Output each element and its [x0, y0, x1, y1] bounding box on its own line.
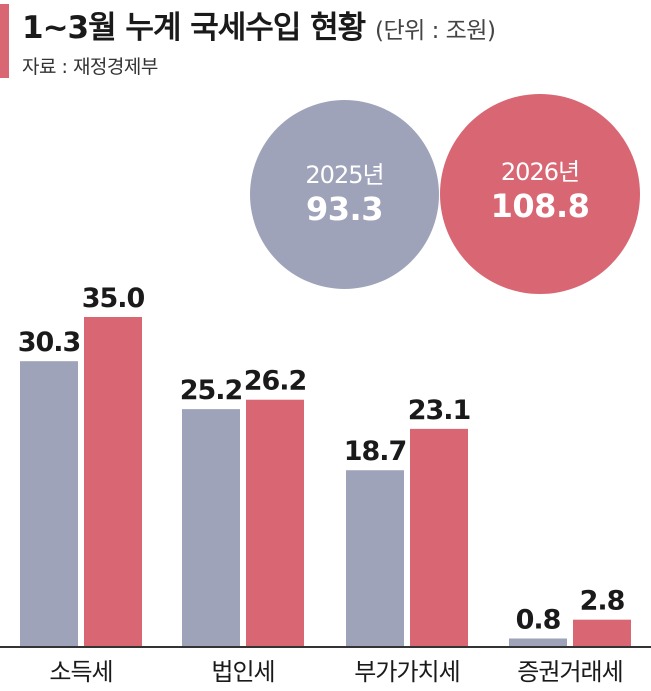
- unit-label: (단위 : 조원): [374, 18, 496, 44]
- chart-title: 1~3월 누계 국세수입 현황 (단위 : 조원): [22, 2, 496, 47]
- value-label-2026-3: 23.1: [408, 395, 471, 426]
- category-label-2: 법인세: [211, 658, 274, 686]
- accent-bar: [0, 4, 9, 78]
- bar-2025-1: [20, 361, 78, 646]
- title-text: 1~3월 누계 국세수입 현황: [22, 10, 366, 46]
- total-year-2026: 2026년: [500, 158, 580, 186]
- value-label-2026-4: 2.8: [580, 586, 625, 617]
- value-label-2025-2: 25.2: [180, 375, 243, 406]
- bar-2026-2: [246, 399, 304, 646]
- bar-2025-2: [182, 409, 240, 646]
- category-label-4: 증권거래세: [517, 658, 622, 686]
- value-label-2026-2: 26.2: [244, 366, 307, 397]
- bar-2025-3: [346, 470, 404, 646]
- value-label-2025-4: 0.8: [516, 604, 561, 635]
- category-label-3: 부가가치세: [354, 658, 459, 686]
- total-value-2025: 93.3: [306, 190, 383, 228]
- value-label-2025-3: 18.7: [344, 436, 407, 467]
- total-bubble-2026: 2026년 108.8: [440, 94, 640, 294]
- total-year-2025: 2025년: [305, 161, 384, 189]
- value-label-2026-1: 35.0: [82, 283, 145, 314]
- source-label: 자료 : 재정경제부: [22, 56, 158, 78]
- total-bubble-2025: 2025년 93.3: [250, 100, 439, 289]
- bar-2026-1: [84, 317, 142, 646]
- bar-2026-4: [573, 619, 631, 646]
- total-value-2026: 108.8: [490, 187, 590, 225]
- bar-2026-3: [410, 428, 468, 646]
- value-label-2025-1: 30.3: [18, 327, 81, 358]
- category-label-1: 소득세: [49, 658, 112, 686]
- bar-2025-4: [509, 638, 567, 646]
